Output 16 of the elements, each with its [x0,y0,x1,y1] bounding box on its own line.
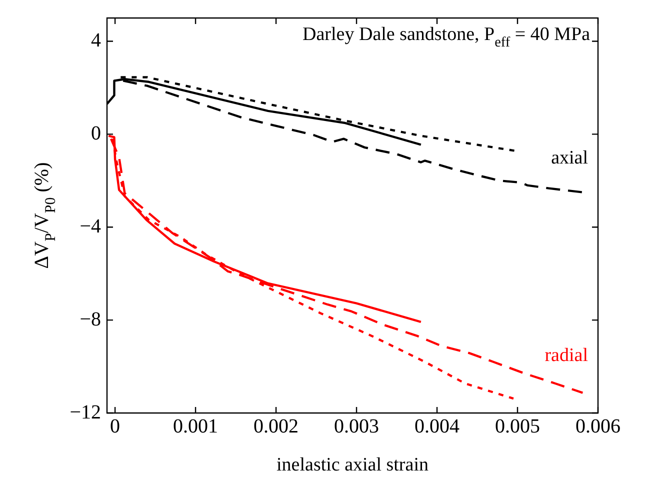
y-tick-label: 0 [91,122,101,144]
x-tick-label: 0.003 [334,415,380,438]
annotation: radial [544,345,588,366]
y-tick-label: −8 [80,308,101,330]
x-tick-label: 0.005 [495,415,540,438]
x-tick-label: 0 [110,415,120,438]
y-tick-label: 4 [91,29,101,52]
x-tick-label: 0.004 [414,415,460,438]
y-tick-label: −12 [70,401,101,424]
x-axis-title: inelastic axial strain [276,454,429,476]
x-tick-label: 0.001 [173,415,218,438]
x-tick-label: 0.002 [254,415,299,438]
annotation: axial [551,147,588,168]
y-axis-title: ΔVP/VP0 (%) [31,162,59,269]
x-tick-label: 0.006 [576,415,620,438]
y-tick-label: −4 [80,215,101,238]
